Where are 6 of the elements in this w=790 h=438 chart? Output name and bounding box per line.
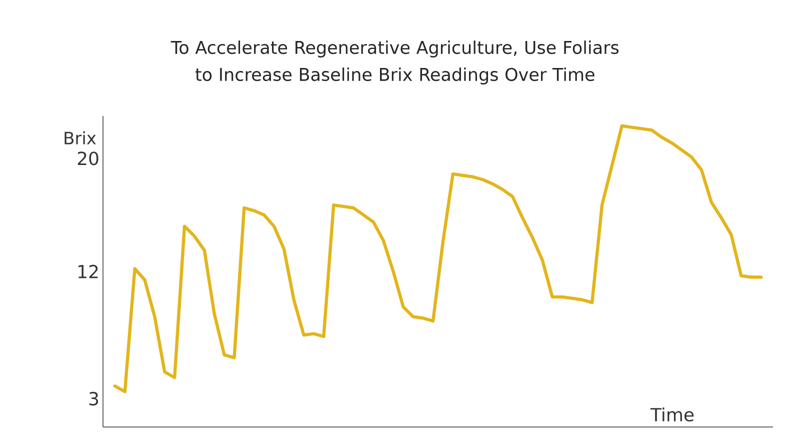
y-axis-title: Brix [64,131,96,144]
x-axis-title: Time [650,408,694,422]
y-tick-label: 12 [78,264,98,278]
chart-title: To Accelerate Regenerative Agriculture, Use Foliars to Increase Baseline Brix Readings Over Time [170,40,619,84]
y-tick-label: 20 [78,152,98,166]
y-tick-label: 3 [89,392,98,406]
